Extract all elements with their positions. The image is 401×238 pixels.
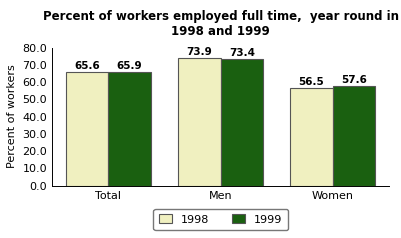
Bar: [178, 58, 221, 186]
Text: 56.5: 56.5: [299, 77, 324, 87]
Bar: [66, 72, 108, 186]
Bar: [221, 59, 263, 186]
Text: 57.6: 57.6: [341, 75, 367, 85]
Text: 65.9: 65.9: [117, 60, 142, 70]
Text: 65.6: 65.6: [74, 61, 100, 71]
Text: Percent of workers employed full time,  year round in
1998 and 1999: Percent of workers employed full time, y…: [43, 10, 399, 38]
Text: 73.9: 73.9: [186, 47, 212, 57]
Bar: [290, 88, 333, 186]
Legend: 1998, 1999: 1998, 1999: [153, 208, 288, 230]
Bar: [108, 72, 151, 186]
Text: 73.4: 73.4: [229, 48, 255, 58]
Bar: [333, 86, 375, 186]
Y-axis label: Percent of workers: Percent of workers: [7, 65, 17, 169]
